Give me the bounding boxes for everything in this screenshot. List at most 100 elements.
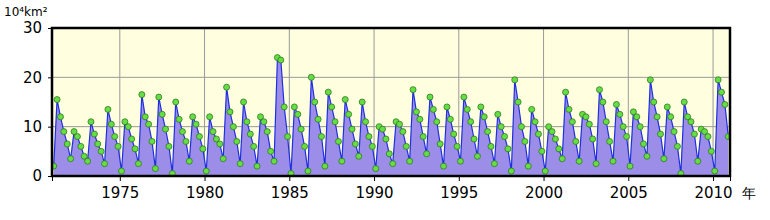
point <box>383 136 389 142</box>
point <box>552 136 558 142</box>
tick: 2010 <box>694 176 732 202</box>
point <box>708 148 714 154</box>
point <box>241 99 247 105</box>
tick: 1975 <box>101 176 139 202</box>
point <box>88 119 94 125</box>
point <box>373 166 379 172</box>
point <box>352 141 358 147</box>
point <box>74 134 80 140</box>
point <box>539 148 545 154</box>
point <box>278 57 284 63</box>
point <box>356 153 362 159</box>
point <box>173 99 179 105</box>
point <box>98 148 104 154</box>
tick-label: 1995 <box>440 184 478 202</box>
point <box>396 121 402 127</box>
point <box>491 161 497 167</box>
point <box>457 158 463 164</box>
point <box>139 92 145 98</box>
point <box>312 99 318 105</box>
tick: 1995 <box>440 176 478 202</box>
point <box>366 134 372 140</box>
point <box>719 89 725 95</box>
point <box>430 106 436 112</box>
point <box>447 116 453 122</box>
point <box>129 136 135 142</box>
tick: 2005 <box>610 176 648 202</box>
point <box>624 134 630 140</box>
point <box>573 138 579 144</box>
point <box>261 119 267 125</box>
point <box>190 114 196 120</box>
point <box>302 143 308 149</box>
point <box>369 143 375 149</box>
point <box>95 141 101 147</box>
point <box>508 168 514 174</box>
point <box>380 126 386 132</box>
point <box>54 97 60 103</box>
point <box>400 129 406 135</box>
point <box>183 138 189 144</box>
tick: 20 <box>23 69 52 87</box>
point <box>529 106 535 112</box>
point <box>78 143 84 149</box>
point <box>607 138 613 144</box>
y-axis: 0102030 <box>23 19 53 185</box>
point <box>339 158 345 164</box>
grid <box>52 28 730 176</box>
point <box>224 84 230 90</box>
point <box>105 106 111 112</box>
point <box>295 111 301 117</box>
point <box>617 111 623 117</box>
point <box>335 138 341 144</box>
point <box>654 114 660 120</box>
point <box>115 143 121 149</box>
point <box>193 121 199 127</box>
point <box>118 168 124 174</box>
point <box>149 138 155 144</box>
point <box>478 104 484 110</box>
point <box>315 116 321 122</box>
marks <box>52 55 730 176</box>
point <box>549 129 555 135</box>
point <box>68 156 74 162</box>
point <box>61 129 67 135</box>
point <box>159 111 165 117</box>
point <box>535 131 541 137</box>
tick: 30 <box>23 19 52 37</box>
point <box>434 119 440 125</box>
point <box>464 106 470 112</box>
point <box>647 77 653 83</box>
tick-label: 1975 <box>101 184 139 202</box>
point <box>505 146 511 152</box>
tick: 1980 <box>186 176 224 202</box>
point <box>156 94 162 100</box>
point <box>610 158 616 164</box>
point <box>627 163 633 169</box>
point <box>417 116 423 122</box>
point <box>142 114 148 120</box>
point <box>441 163 447 169</box>
point <box>641 141 647 147</box>
point <box>91 131 97 137</box>
point <box>712 168 718 174</box>
point <box>474 153 480 159</box>
tick: 2000 <box>525 176 563 202</box>
point <box>461 94 467 100</box>
point <box>420 134 426 140</box>
point <box>444 104 450 110</box>
tick-label: 30 <box>23 19 42 37</box>
point <box>586 121 592 127</box>
point <box>658 131 664 137</box>
point <box>322 163 328 169</box>
line <box>54 58 729 174</box>
point <box>390 161 396 167</box>
point <box>349 126 355 132</box>
point <box>634 114 640 120</box>
tick-label: 1990 <box>355 184 393 202</box>
point <box>264 129 270 135</box>
point <box>705 134 711 140</box>
point <box>661 156 667 162</box>
point <box>234 138 240 144</box>
point <box>305 168 311 174</box>
